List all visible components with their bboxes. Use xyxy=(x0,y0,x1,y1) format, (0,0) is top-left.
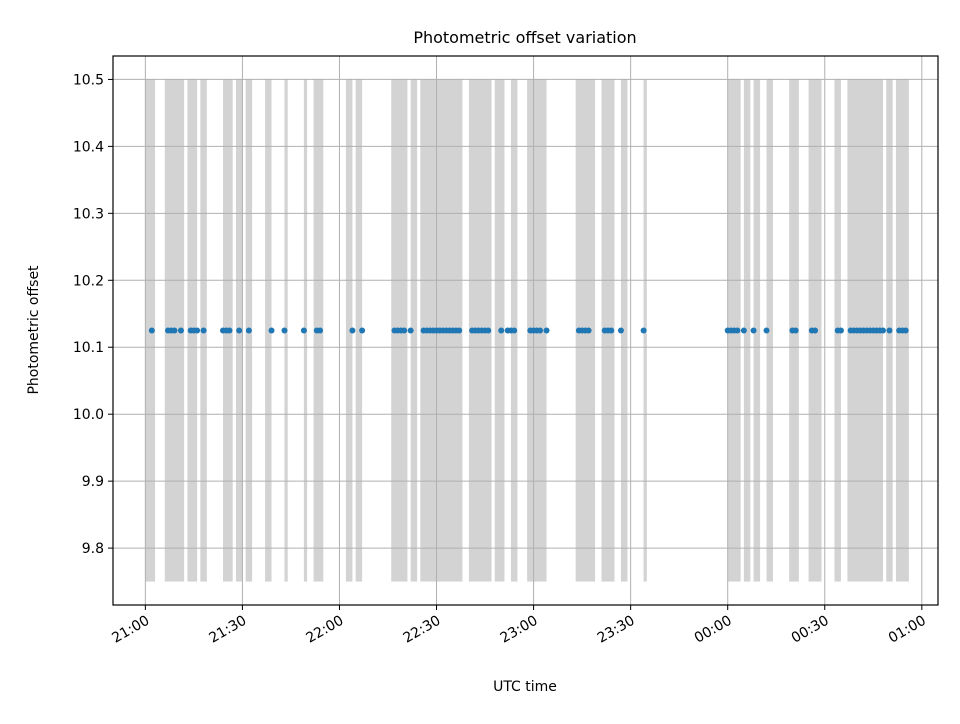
data-point xyxy=(617,327,624,334)
data-point xyxy=(543,327,550,334)
data-point xyxy=(902,327,909,334)
data-point xyxy=(740,327,747,334)
data-point xyxy=(750,327,757,334)
data-point xyxy=(734,327,741,334)
x-tick-label: 23:30 xyxy=(595,613,638,647)
data-point xyxy=(236,327,243,334)
data-point xyxy=(880,327,886,334)
y-tick-label: 10.0 xyxy=(73,407,104,423)
y-tick-label: 9.8 xyxy=(82,541,104,557)
data-point xyxy=(359,327,366,334)
data-point xyxy=(148,327,155,334)
x-tick-label: 00:00 xyxy=(692,613,735,647)
plot-frame xyxy=(112,55,939,606)
data-point xyxy=(498,327,505,334)
observation-band xyxy=(620,79,628,582)
data-point xyxy=(177,327,184,334)
data-point xyxy=(226,327,233,334)
x-tick-label: 23:00 xyxy=(498,613,541,647)
data-point xyxy=(349,327,356,334)
observation-band xyxy=(345,79,353,582)
data-point xyxy=(812,327,819,334)
observation-band xyxy=(410,79,418,582)
y-tick-label: 10.2 xyxy=(73,273,104,289)
observation-band xyxy=(355,79,363,582)
data-point xyxy=(300,327,307,334)
x-tick-label: 22:30 xyxy=(401,613,444,647)
y-tick-label: 10.3 xyxy=(73,206,104,222)
data-point xyxy=(456,327,463,334)
data-point xyxy=(485,327,492,334)
observation-band xyxy=(743,79,751,582)
data-point xyxy=(268,327,275,334)
y-axis-ticks: 9.8 9.9 10.0 10.1 10.2 10.3 10.4 10.5 xyxy=(73,72,113,557)
data-point xyxy=(511,327,518,334)
data-point xyxy=(537,327,544,334)
offset-points xyxy=(148,327,909,334)
data-point xyxy=(792,327,799,334)
data-point xyxy=(640,327,647,334)
data-point xyxy=(171,327,178,334)
data-point xyxy=(407,327,414,334)
observation-band xyxy=(766,79,773,582)
x-tick-label: 00:30 xyxy=(789,613,832,647)
y-tick-label: 10.4 xyxy=(73,139,104,155)
data-point xyxy=(837,327,844,334)
x-tick-label: 22:00 xyxy=(304,613,347,647)
y-tick-label: 10.5 xyxy=(73,72,104,88)
observation-band xyxy=(753,79,761,582)
chart-title: Photometric offset variation xyxy=(413,28,636,47)
y-tick-label: 10.1 xyxy=(73,340,104,356)
data-point xyxy=(886,327,893,334)
grid-lines xyxy=(113,56,938,605)
data-point xyxy=(200,327,207,334)
x-axis-label: UTC time xyxy=(493,679,557,695)
x-axis-ticks: 21:00 21:30 22:00 22:30 23:00 23:30 00:00 00:30… xyxy=(109,605,929,647)
x-tick-label: 21:00 xyxy=(109,613,152,647)
data-point xyxy=(763,327,770,334)
x-tick-label: 01:00 xyxy=(886,613,929,647)
data-point xyxy=(585,327,592,334)
y-axis-label: Photometric offset xyxy=(26,265,42,395)
data-point xyxy=(281,327,288,334)
observation-band xyxy=(265,79,272,582)
data-point xyxy=(245,327,252,334)
x-tick-label: 21:30 xyxy=(206,613,249,647)
y-tick-label: 9.9 xyxy=(82,474,104,490)
data-point xyxy=(194,327,201,334)
data-point xyxy=(317,327,324,334)
data-point xyxy=(608,327,615,334)
data-point xyxy=(401,327,408,334)
